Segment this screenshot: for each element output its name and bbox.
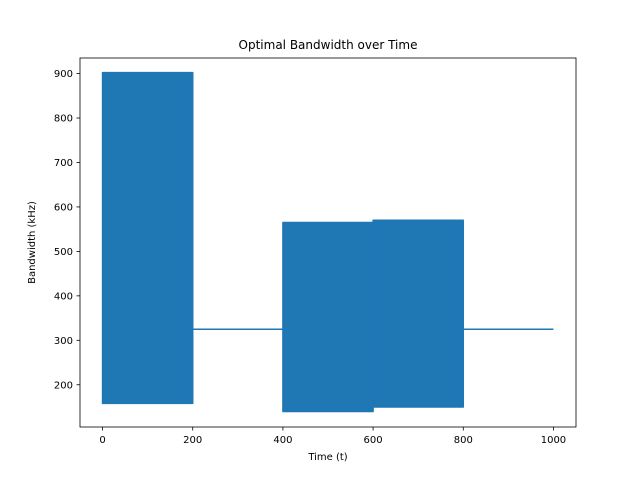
series-band-3 xyxy=(372,219,465,408)
x-tick-label: 800 xyxy=(454,435,473,446)
y-tick-label: 200 xyxy=(54,380,73,391)
x-axis-label: Time (t) xyxy=(307,452,347,463)
axes-frame xyxy=(79,57,577,428)
series-band-0 xyxy=(101,71,194,405)
y-tick-label: 800 xyxy=(54,114,73,125)
y-tick-label: 500 xyxy=(54,247,73,258)
y-tick-label: 900 xyxy=(54,69,73,80)
series-band-2 xyxy=(282,221,374,413)
x-tick-label: 0 xyxy=(99,435,105,446)
y-tick-label: 600 xyxy=(54,202,73,213)
y-tick-label: 300 xyxy=(54,336,73,347)
x-tick-label: 400 xyxy=(273,435,292,446)
y-axis-label: Bandwidth (kHz) xyxy=(27,201,38,284)
axes: 0 200 400 600 800 1000 200 300 400 500 600 700 800 90… xyxy=(54,57,577,446)
chart-title: Optimal Bandwidth over Time xyxy=(239,38,418,52)
x-tick-label: 200 xyxy=(183,435,202,446)
plot-area xyxy=(101,71,554,413)
x-tick-label: 600 xyxy=(364,435,383,446)
x-tick-label: 1000 xyxy=(541,435,566,446)
y-tick-label: 400 xyxy=(54,291,73,302)
y-tick-label: 700 xyxy=(54,158,73,169)
